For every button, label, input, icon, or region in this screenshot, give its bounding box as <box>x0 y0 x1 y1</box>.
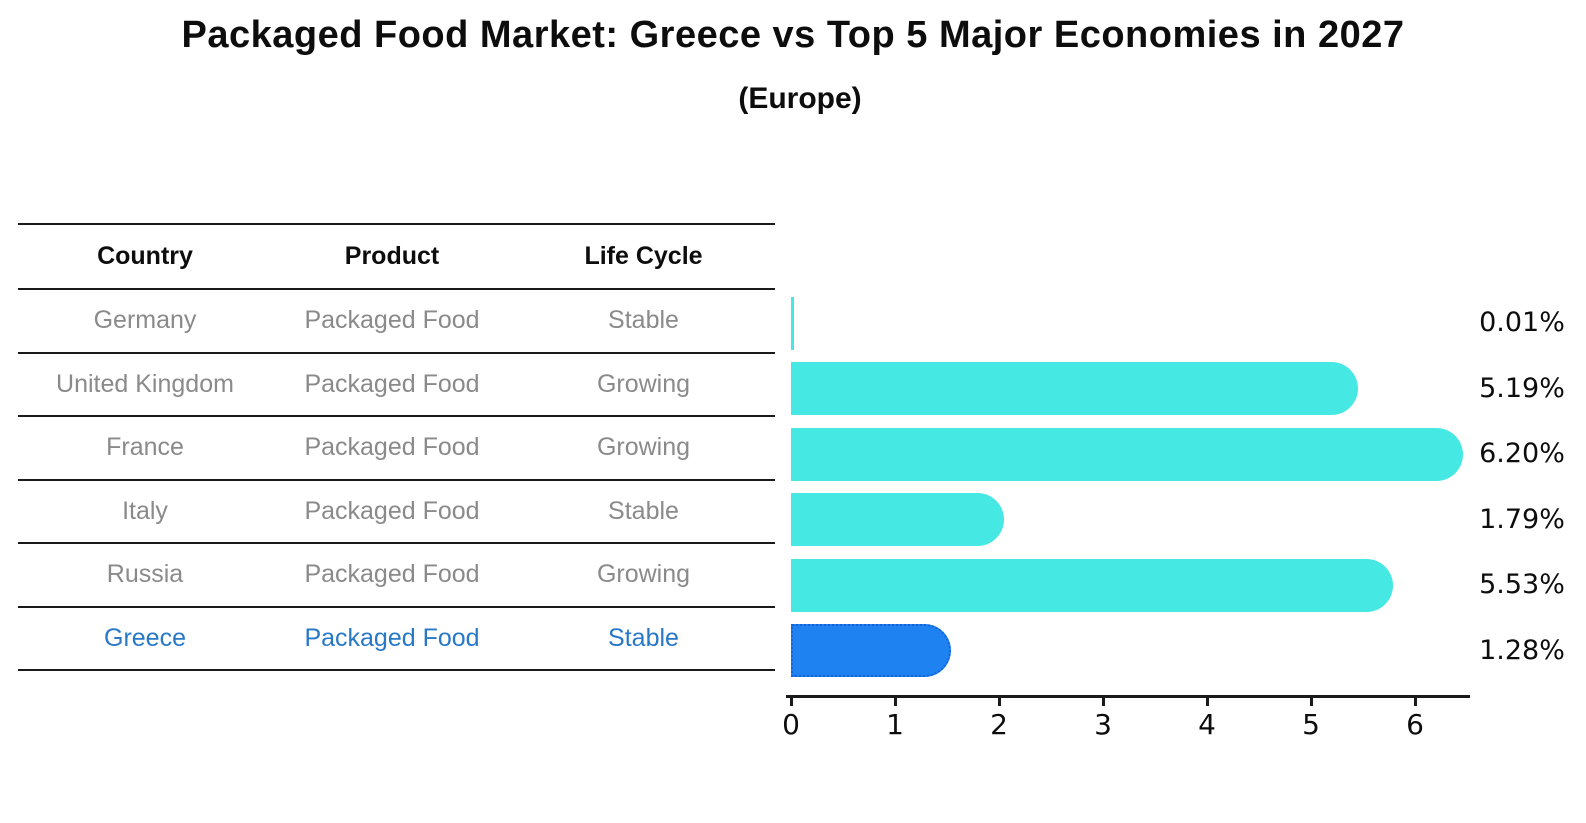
bar-value-label: 5.19% <box>1479 372 1565 404</box>
country-table: Country Product Life Cycle Germany Packaged … <box>18 223 775 671</box>
tcell-product: Packaged Food <box>304 496 480 525</box>
bar-value-label: 1.28% <box>1479 634 1565 666</box>
table-cell-country: Italy <box>122 496 168 525</box>
x-tick-label: 5 <box>1302 708 1320 741</box>
tcell-product: Packaged Food <box>304 306 480 335</box>
x-tick-mark <box>1310 697 1313 706</box>
table-cell-life-cycle: Growing <box>596 369 691 398</box>
bar-russia <box>791 558 1394 612</box>
bar-value-label: 6.20% <box>1479 438 1565 469</box>
x-tick-label: 4 <box>1198 708 1216 741</box>
chart-subtitle: (Europe) <box>738 82 862 115</box>
x-tick-mark <box>1102 697 1105 706</box>
x-tick-mark <box>790 697 793 706</box>
table-row: United Kingdom Packaged Food Growing <box>18 354 775 417</box>
table-header-cell: Life Cycle <box>584 242 703 270</box>
bar-greece <box>791 624 952 677</box>
table-cell-life-cycle: Stable <box>608 496 679 525</box>
table-row: Greece Packaged Food Stable <box>18 608 775 671</box>
bar-united-kingdom <box>791 362 1358 415</box>
x-tick-mark <box>1206 697 1209 706</box>
table-row: Germany Packaged Food Stable <box>18 290 775 354</box>
x-tick-mark <box>1414 697 1417 706</box>
x-tick-label: 3 <box>1094 708 1112 741</box>
tcell-product: Packaged Food <box>304 560 480 589</box>
tcell-product: Packaged Food <box>304 433 480 462</box>
x-tick-label: 1 <box>886 708 904 741</box>
table-cell-country: Germany <box>93 306 197 335</box>
bar-germany <box>791 296 794 350</box>
table-row: Russia Packaged Food Growing <box>18 544 775 608</box>
table-cell-life-cycle: Growing <box>596 433 691 462</box>
table-row: France Packaged Food Growing <box>18 417 775 481</box>
tcell-product: Packaged Food <box>304 369 480 398</box>
table-cell-country: Russia <box>106 560 184 589</box>
x-tick-mark <box>894 697 897 706</box>
chart-title: Packaged Food Market: Greece vs Top 5 Ma… <box>181 14 1405 56</box>
table-cell-country: United Kingdom <box>56 369 234 398</box>
x-tick-label: 0 <box>782 708 800 741</box>
x-tick-label: 6 <box>1406 708 1424 741</box>
bar-value-label: 1.79% <box>1479 503 1565 535</box>
table-header-cell: Product <box>344 242 440 270</box>
x-axis-line <box>786 695 1470 698</box>
table-cell-life-cycle: Growing <box>596 560 691 589</box>
tcell-product: Packaged Food <box>304 623 480 652</box>
x-tick-label: 2 <box>990 708 1008 741</box>
table-row: Italy Packaged Food Stable <box>18 481 775 544</box>
table-header-row: Country Product Life Cycle <box>18 225 775 290</box>
bar-value-label: 0.01% <box>1479 307 1565 338</box>
table-header-cell: Country <box>97 242 193 270</box>
bar-france <box>791 427 1463 481</box>
bar-italy <box>791 493 1005 546</box>
bar-value-label: 5.53% <box>1479 569 1565 600</box>
table-cell-country: France <box>106 433 184 462</box>
table-cell-life-cycle: Stable <box>608 306 679 335</box>
x-tick-mark <box>998 697 1001 706</box>
table-cell-life-cycle: Stable <box>608 623 679 652</box>
table-cell-country: Greece <box>104 623 186 652</box>
